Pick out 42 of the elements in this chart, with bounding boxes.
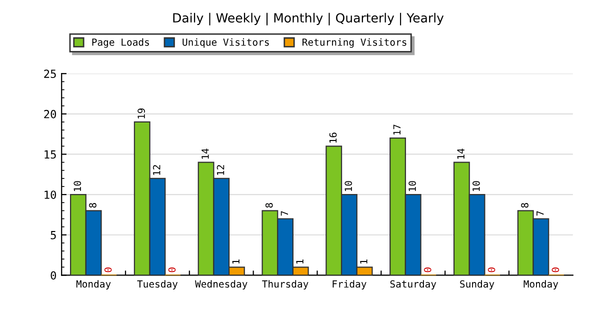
y-tick-label: 10	[44, 190, 56, 199]
data-label: 0	[168, 268, 176, 272]
data-label: 10	[408, 181, 416, 191]
data-label: 1	[360, 260, 368, 264]
data-label: 12	[152, 165, 160, 175]
x-tick-label: Tuesday	[137, 280, 178, 290]
data-label: 0	[488, 268, 496, 272]
y-tick-label: 0	[50, 271, 56, 280]
x-tick-label: Wednesday	[195, 280, 248, 290]
data-label: 14	[457, 148, 464, 159]
data-label: 14	[202, 148, 209, 159]
data-label: 7	[536, 211, 544, 216]
x-tick-label: Saturday	[390, 280, 436, 290]
x-tick-label: Monday	[524, 280, 558, 290]
y-tick-label: 25	[44, 70, 56, 78]
data-label: 8	[265, 203, 273, 208]
chart-title: Daily | Weekly | Monthly | Quarterly | Yearly	[173, 12, 444, 26]
x-tick-label: Sunday	[460, 280, 494, 290]
data-label: 1	[232, 260, 240, 264]
x-tick-label: Friday	[332, 280, 366, 290]
data-label: 0	[104, 268, 112, 272]
y-tick-label: 15	[44, 150, 56, 159]
data-label: 10	[472, 181, 480, 191]
data-label: 1	[296, 260, 304, 264]
data-label: 10	[344, 181, 352, 191]
data-label: 8	[89, 203, 96, 208]
data-label: 10	[74, 181, 82, 191]
legend-label: Unique Visitors	[182, 38, 269, 48]
data-label: 16	[329, 132, 337, 143]
legend-label: Page Loads	[92, 38, 149, 48]
data-label: 8	[521, 203, 528, 208]
y-tick-label: 5	[50, 231, 56, 240]
data-label: 0	[424, 268, 432, 272]
x-tick-label: Thursday	[262, 280, 308, 290]
legend-label: Returning Visitors	[302, 38, 406, 48]
data-label: 19	[138, 108, 145, 118]
data-label: 17	[393, 124, 400, 135]
data-label: 12	[216, 165, 224, 175]
y-tick-label: 20	[44, 110, 56, 118]
data-label: 0	[552, 268, 560, 272]
x-tick-label: Monday	[76, 280, 111, 290]
data-label: 7	[280, 211, 288, 216]
